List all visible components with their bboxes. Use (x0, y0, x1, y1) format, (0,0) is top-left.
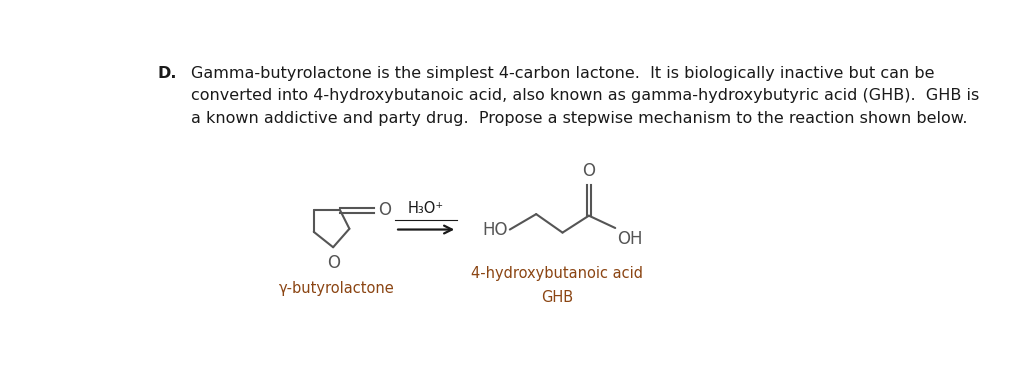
Text: D.: D. (157, 65, 177, 80)
Text: OH: OH (617, 230, 643, 248)
Text: GHB: GHB (541, 290, 573, 305)
Text: Gamma-butyrolactone is the simplest 4-carbon lactone.  It is biologically inacti: Gamma-butyrolactone is the simplest 4-ca… (191, 65, 935, 80)
Text: 4-hydroxybutanoic acid: 4-hydroxybutanoic acid (471, 267, 643, 281)
Text: O: O (327, 254, 339, 272)
Text: γ-butyrolactone: γ-butyrolactone (279, 281, 394, 296)
Text: a known addictive and party drug.  Propose a stepwise mechanism to the reaction : a known addictive and party drug. Propos… (191, 111, 968, 126)
Text: O: O (583, 162, 596, 180)
Text: O: O (378, 201, 391, 219)
Text: HO: HO (482, 221, 508, 238)
Text: H₃O⁺: H₃O⁺ (408, 201, 445, 216)
Text: converted into 4-hydroxybutanoic acid, also known as gamma-hydroxybutyric acid (: converted into 4-hydroxybutanoic acid, a… (191, 88, 979, 103)
